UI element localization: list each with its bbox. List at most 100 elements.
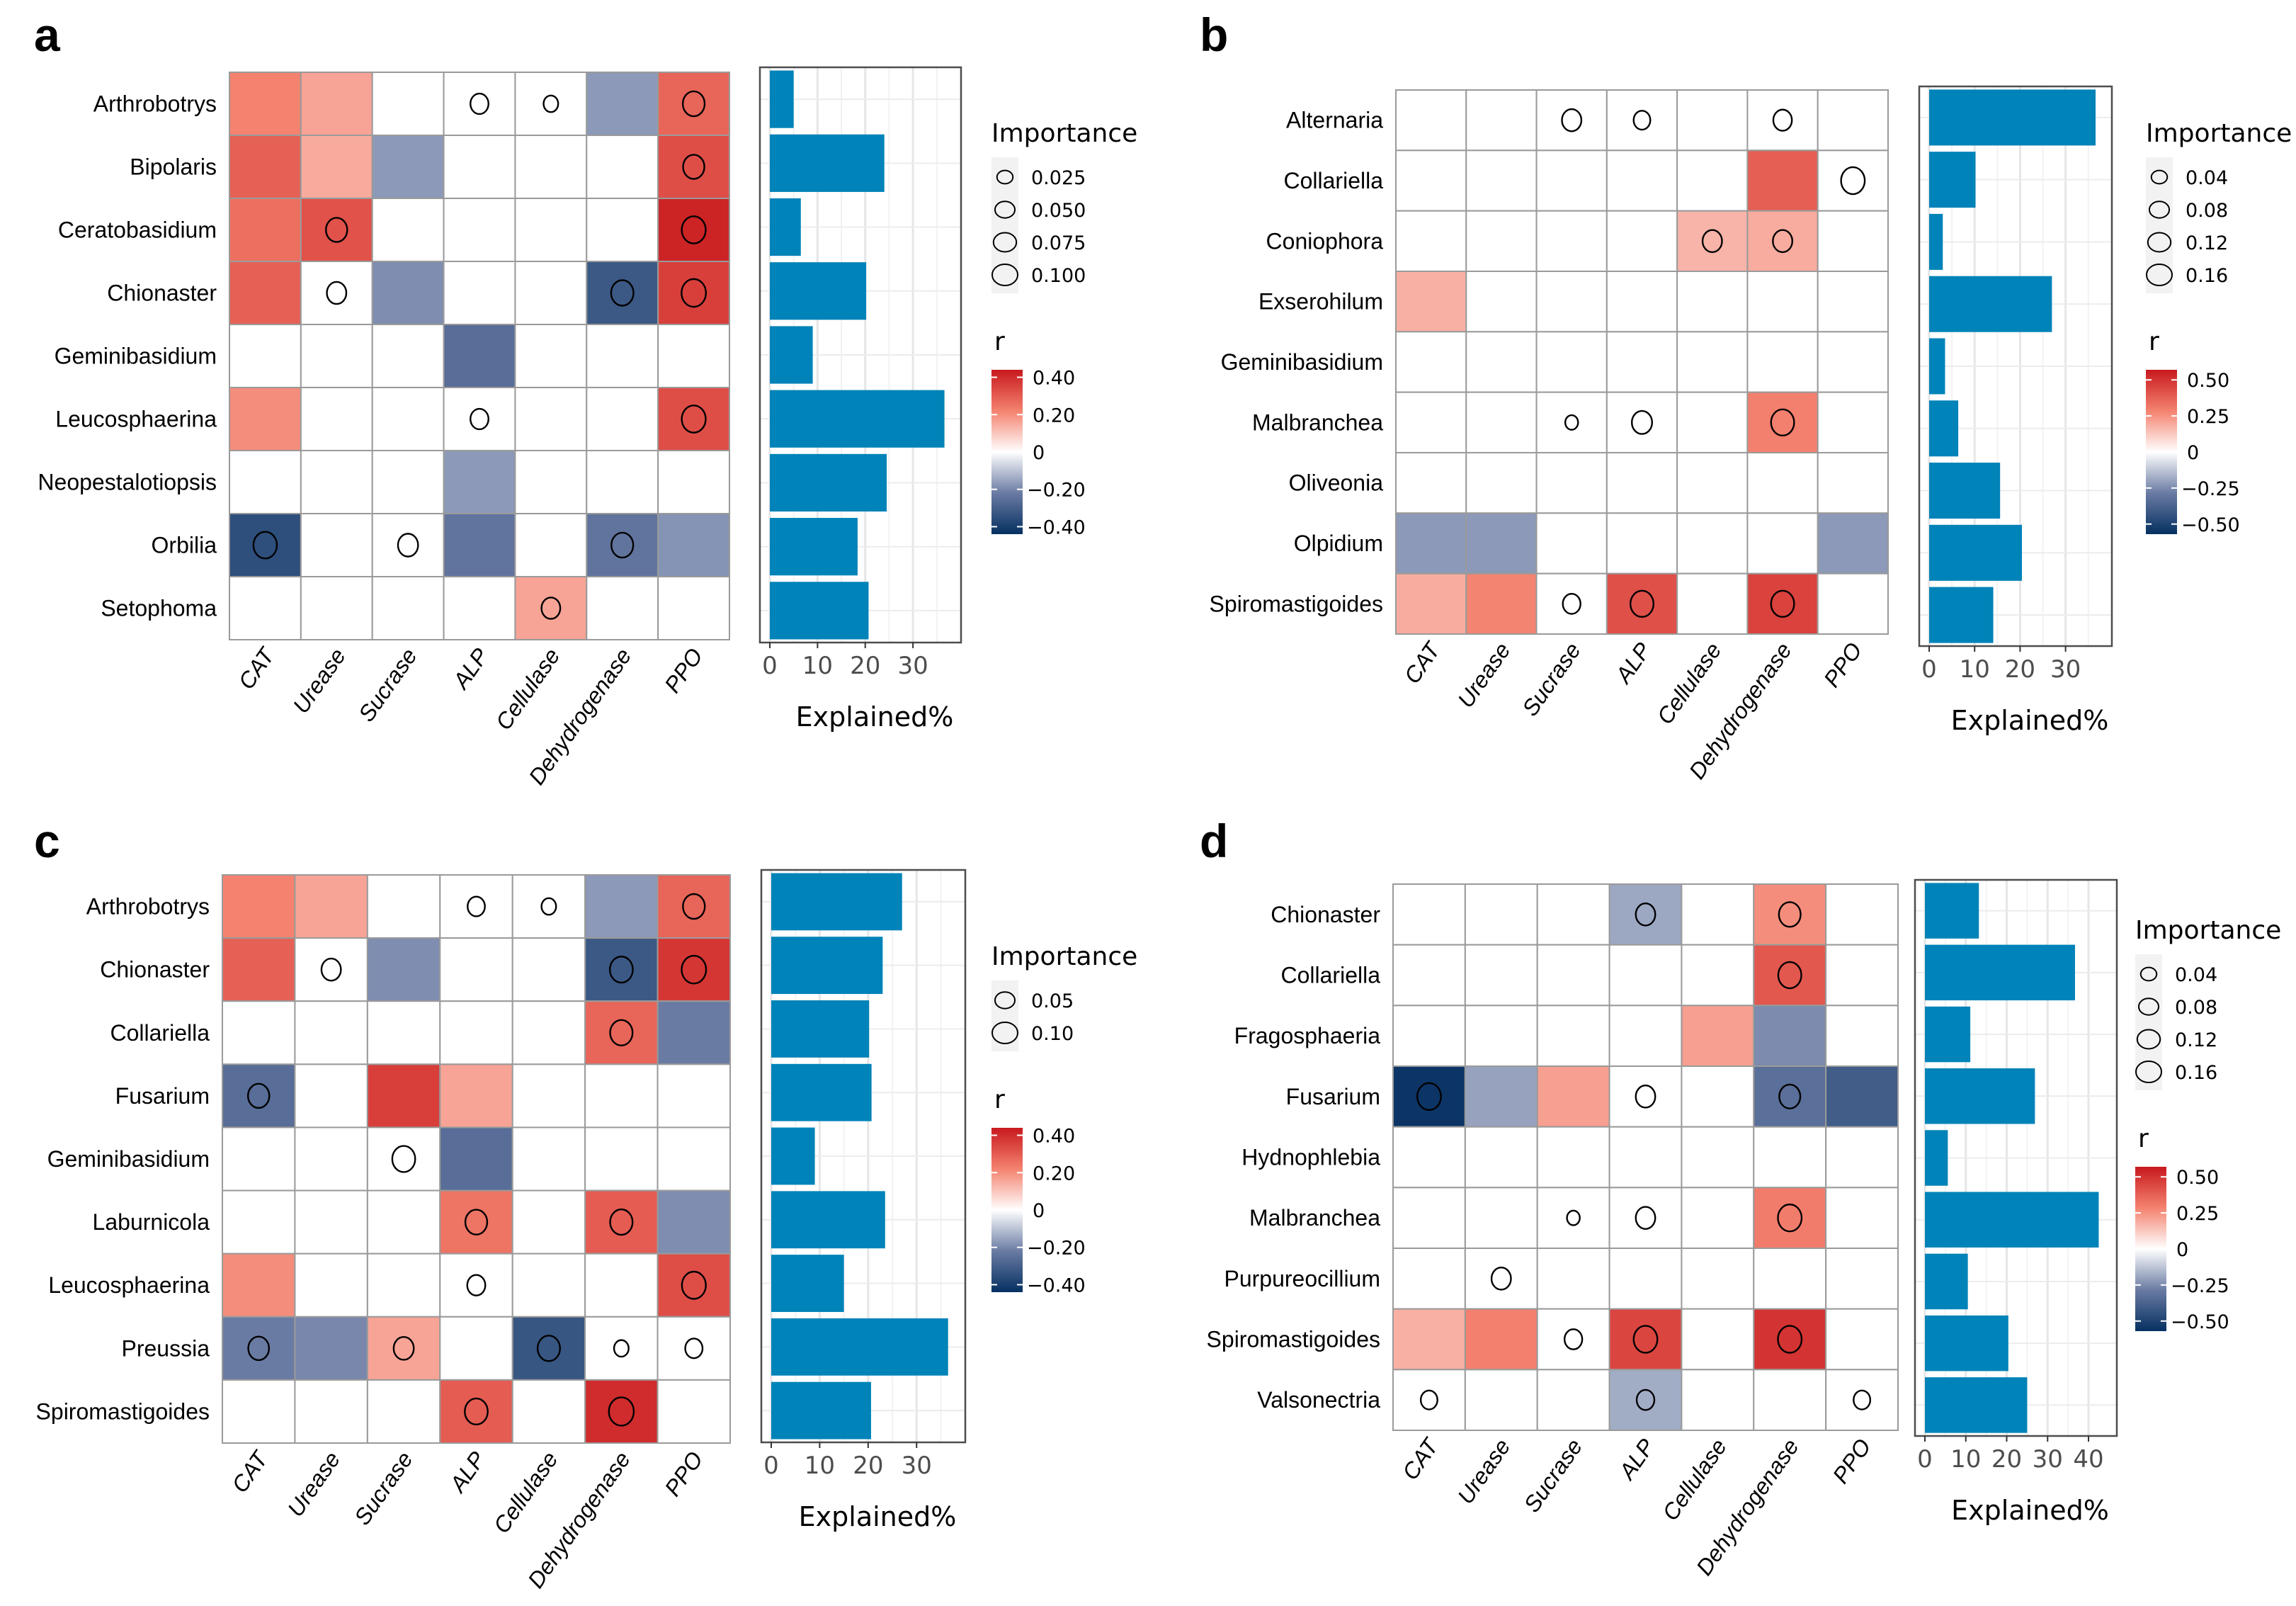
heatmap-cell bbox=[300, 513, 373, 577]
color-tick-label: 0 bbox=[1033, 1200, 1045, 1222]
bar-exserohilum bbox=[1929, 276, 2052, 332]
legend-circle bbox=[994, 991, 1016, 1010]
heatmap-cell bbox=[1535, 452, 1608, 514]
importance-circle bbox=[1490, 1267, 1512, 1291]
heatmap-cell bbox=[371, 450, 445, 514]
importance-circle bbox=[1563, 1328, 1584, 1350]
heatmap: Arthrobotrys Bipolaris Ceratobasidium Chion… bbox=[38, 72, 731, 789]
bar-spiromastigoides bbox=[1929, 587, 1994, 643]
heatmap-cell bbox=[371, 387, 445, 451]
legend-circle bbox=[994, 200, 1016, 219]
bar-spiromastigoides bbox=[771, 1381, 871, 1440]
row-label: Spiromastigoides bbox=[1210, 591, 1383, 616]
legend-label: 0.12 bbox=[2186, 232, 2228, 254]
bar-bipolaris bbox=[770, 134, 885, 192]
heatmap-cell bbox=[584, 1126, 659, 1192]
bar-chart: 0 10 20 30 Explained% bbox=[758, 66, 962, 733]
heatmap-cell bbox=[1392, 883, 1466, 946]
panel-letter: d bbox=[1200, 815, 1228, 867]
row-label: Leucosphaerina bbox=[55, 407, 217, 432]
heatmap-cell bbox=[222, 1252, 296, 1318]
panel-letter: a bbox=[34, 9, 61, 61]
heatmap-cell bbox=[1817, 271, 1889, 333]
row-label: Purpureocillium bbox=[1224, 1266, 1380, 1291]
legend-title: Importance bbox=[2135, 916, 2281, 945]
heatmap-cell bbox=[586, 450, 659, 514]
column-label: CAT bbox=[227, 1445, 273, 1497]
heatmap-cell bbox=[1536, 1187, 1610, 1250]
bar-neopestalotiopsis bbox=[770, 453, 887, 512]
bar-fusarium bbox=[1925, 1068, 2035, 1124]
bar-hydnophlebia bbox=[1925, 1130, 1948, 1186]
importance-circle bbox=[609, 1019, 634, 1046]
legend-label: 0.08 bbox=[2186, 200, 2228, 222]
column-label: Urease bbox=[1453, 1434, 1516, 1508]
heatmap-cell bbox=[511, 1252, 586, 1318]
heatmap-cell bbox=[1395, 271, 1467, 333]
row-label: Fragosphaeria bbox=[1234, 1023, 1381, 1048]
bar-oliveonia bbox=[1929, 463, 2001, 519]
heatmap-cell bbox=[514, 261, 588, 325]
row-label: Collariella bbox=[1284, 168, 1384, 193]
x-axis-title: Explained% bbox=[796, 701, 954, 733]
heatmap-cell bbox=[657, 450, 731, 514]
heatmap-cell bbox=[511, 874, 586, 939]
heatmap-cell bbox=[1464, 1308, 1538, 1371]
x-axis-title: Explained% bbox=[1951, 705, 2109, 736]
heatmap-cell bbox=[1392, 1248, 1466, 1310]
heatmap-cell bbox=[229, 513, 302, 577]
bar-malbranchea bbox=[1925, 1192, 2099, 1248]
importance-circle bbox=[682, 154, 705, 180]
heatmap-cell bbox=[1535, 331, 1608, 393]
row-label: Fusarium bbox=[1286, 1084, 1380, 1109]
x-tick-label: 30 bbox=[2050, 655, 2081, 684]
heatmap-cell bbox=[1817, 512, 1889, 575]
heatmap-cell bbox=[1395, 149, 1467, 212]
heatmap-cell bbox=[586, 576, 659, 640]
color-legend: r 0.50 0.25 0 −0.25 −0.50 bbox=[2146, 327, 2240, 536]
importance-circle bbox=[464, 1397, 489, 1426]
heatmap-cell bbox=[657, 387, 731, 451]
column-label: PPO bbox=[659, 1447, 707, 1500]
heatmap-cell bbox=[1535, 572, 1608, 635]
importance-circle bbox=[1635, 1206, 1656, 1230]
heatmap-cell bbox=[1608, 1248, 1683, 1310]
color-tick-label: −0.25 bbox=[2171, 1275, 2229, 1297]
column-label: Cellulase bbox=[1657, 1434, 1732, 1525]
heatmap-cell bbox=[1608, 1369, 1683, 1432]
heatmap-cell bbox=[300, 324, 373, 388]
column-label: ALP bbox=[444, 1447, 491, 1498]
heatmap-cell bbox=[657, 1189, 731, 1255]
heatmap-cell bbox=[1681, 1126, 1755, 1189]
heatmap-cell bbox=[1606, 391, 1678, 454]
column-label: ALP bbox=[1613, 1434, 1660, 1485]
importance-circle bbox=[464, 1209, 489, 1235]
heatmap-cell bbox=[657, 1000, 731, 1065]
row-label: Setophoma bbox=[101, 596, 217, 621]
heatmap-cell bbox=[1753, 1369, 1827, 1432]
x-tick-label: 20 bbox=[850, 652, 880, 680]
legend-circle bbox=[992, 232, 1018, 253]
heatmap-cell bbox=[1681, 1005, 1755, 1068]
heatmap-cell bbox=[300, 135, 373, 199]
importance-legend: Importance 0.04 0.08 0.12 0.16 bbox=[2146, 119, 2292, 293]
heatmap-cell bbox=[1464, 1248, 1538, 1310]
heatmap-cell bbox=[1606, 512, 1678, 575]
bar-malbranchea bbox=[1929, 400, 1959, 457]
heatmap-cell bbox=[1392, 944, 1466, 1007]
column-label: CAT bbox=[233, 642, 280, 694]
x-tick-label: 30 bbox=[902, 1452, 932, 1480]
column-label: PPO bbox=[1828, 1434, 1876, 1488]
heatmap-cell bbox=[371, 135, 445, 199]
legend-title: Importance bbox=[991, 942, 1137, 971]
heatmap-cell bbox=[1392, 1005, 1466, 1068]
heatmap-cell bbox=[300, 72, 373, 136]
color-tick-label: 0.50 bbox=[2187, 370, 2229, 392]
importance-circle bbox=[682, 893, 706, 920]
heatmap-cell bbox=[1753, 944, 1827, 1007]
heatmap-cell bbox=[1395, 89, 1467, 152]
heatmap-cell bbox=[586, 135, 659, 199]
row-label: Coniophora bbox=[1266, 228, 1384, 254]
heatmap-cell bbox=[366, 1316, 441, 1381]
heatmap-cell bbox=[657, 1316, 731, 1381]
